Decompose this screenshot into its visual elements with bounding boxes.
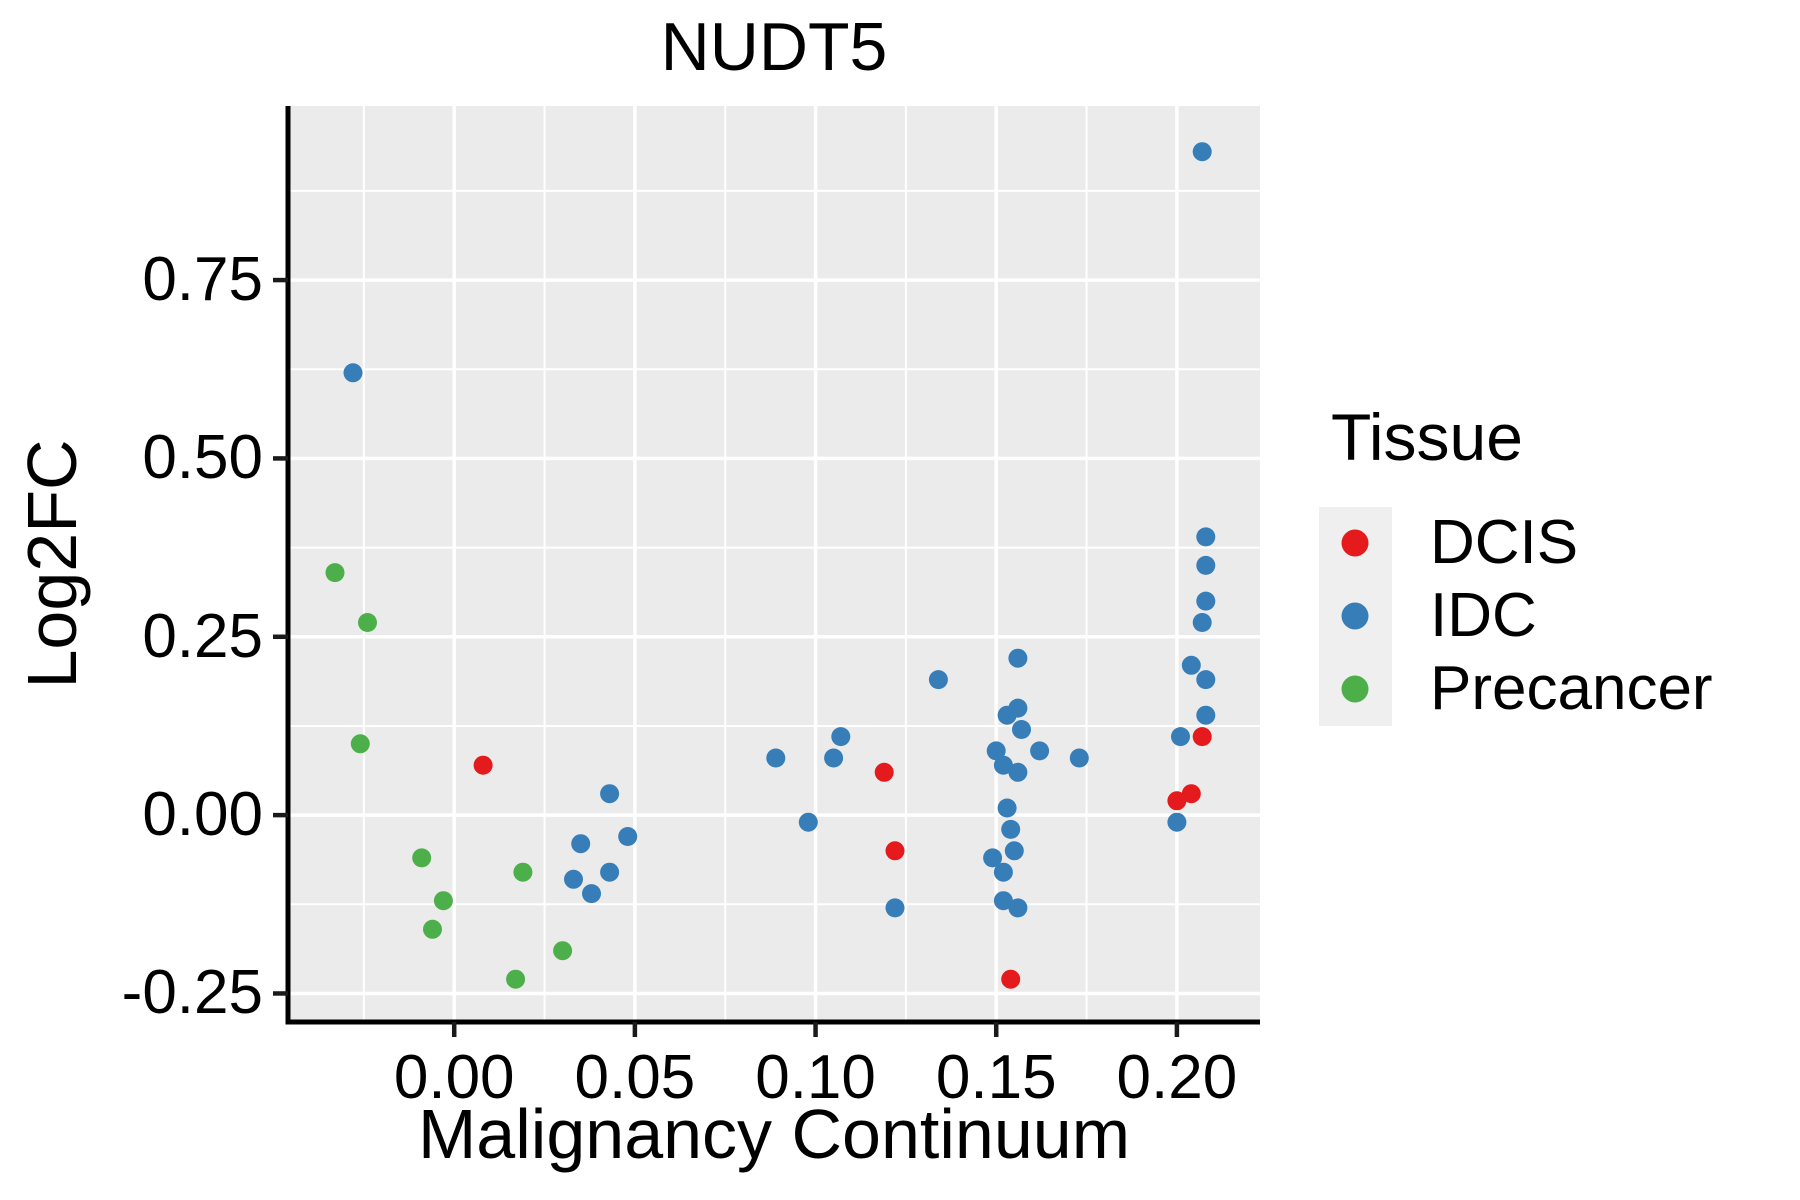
data-point-idc [766,748,786,768]
data-point-idc [824,748,844,768]
data-point-dcis [874,762,894,782]
x-tick-label: 0.20 [1116,1043,1238,1112]
data-point-dcis [1167,791,1187,811]
data-point-idc [1171,727,1190,747]
data-point-idc [798,812,818,832]
data-point-dcis [1192,727,1212,747]
data-point-idc [1030,741,1050,761]
data-point-idc [993,755,1013,775]
data-point-idc [1181,655,1201,675]
data-point-idc [343,363,363,383]
data-point-idc [993,891,1013,911]
y-tick-label: 0.00 [142,780,263,850]
data-point-idc [1192,142,1212,162]
data-point-idc [983,848,1003,868]
data-point-idc [831,727,851,747]
data-point-idc [1004,841,1024,861]
data-point-idc [1167,812,1187,832]
data-point-idc [928,670,948,690]
data-point-idc [1196,591,1216,611]
legend-dot-idc [1341,602,1369,630]
data-point-precancer [506,969,526,989]
y-tick-label: 0.25 [142,601,263,671]
x-tick-label: 0.00 [393,1043,515,1112]
data-point-idc [1008,898,1028,918]
data-point-idc [1008,648,1028,668]
x-tick-label: 0.05 [574,1043,696,1112]
legend-dot-precancer [1341,675,1369,703]
data-point-dcis [1181,784,1201,804]
x-axis-title: Malignancy Continuum [417,1095,1131,1173]
data-point-precancer [350,734,370,754]
y-tick-label: 0.50 [142,423,263,493]
chart-title: NUDT5 [660,9,888,85]
data-point-idc [564,869,583,889]
data-point-idc [997,798,1017,818]
y-tick-label: 0.75 [142,245,263,315]
x-tick-label: 0.10 [755,1043,876,1112]
legend-label: IDC [1430,581,1537,650]
legend-dot-dcis [1341,529,1369,557]
data-point-idc [582,884,601,904]
legend-key-box [1319,653,1392,726]
panel-background [288,106,1260,1022]
data-point-idc [618,827,638,846]
data-point-idc [1069,748,1089,768]
legend-label: Precancer [1430,654,1713,723]
data-point-idc [1008,698,1028,718]
data-point-idc [600,784,620,804]
x-tick-label: 0.15 [935,1043,1057,1112]
data-point-idc [571,834,591,854]
data-point-idc [1008,762,1028,782]
data-point-precancer [358,613,377,632]
data-point-precancer [513,862,533,882]
data-point-idc [1012,720,1031,739]
data-point-idc [993,862,1013,882]
legend-title: Tissue [1331,400,1523,474]
data-point-precancer [433,891,453,911]
data-point-idc [986,741,1006,761]
legend-label: DCIS [1430,508,1579,577]
data-point-precancer [325,563,345,583]
data-point-idc [1196,527,1216,547]
data-point-idc [885,898,905,918]
data-point-idc [600,862,620,882]
data-point-dcis [473,755,493,775]
legend-key-box [1319,507,1392,580]
legend-key-box [1319,580,1392,653]
data-point-idc [1192,613,1212,632]
y-tick-label: -0.25 [121,958,263,1028]
data-point-precancer [412,848,432,868]
data-point-idc [1001,819,1021,839]
data-point-idc [1196,670,1216,690]
data-point-dcis [885,841,905,861]
data-point-idc [1196,705,1216,725]
data-point-precancer [423,919,442,939]
data-point-precancer [553,941,573,961]
data-point-idc [1196,555,1216,575]
data-point-dcis [1001,969,1021,989]
